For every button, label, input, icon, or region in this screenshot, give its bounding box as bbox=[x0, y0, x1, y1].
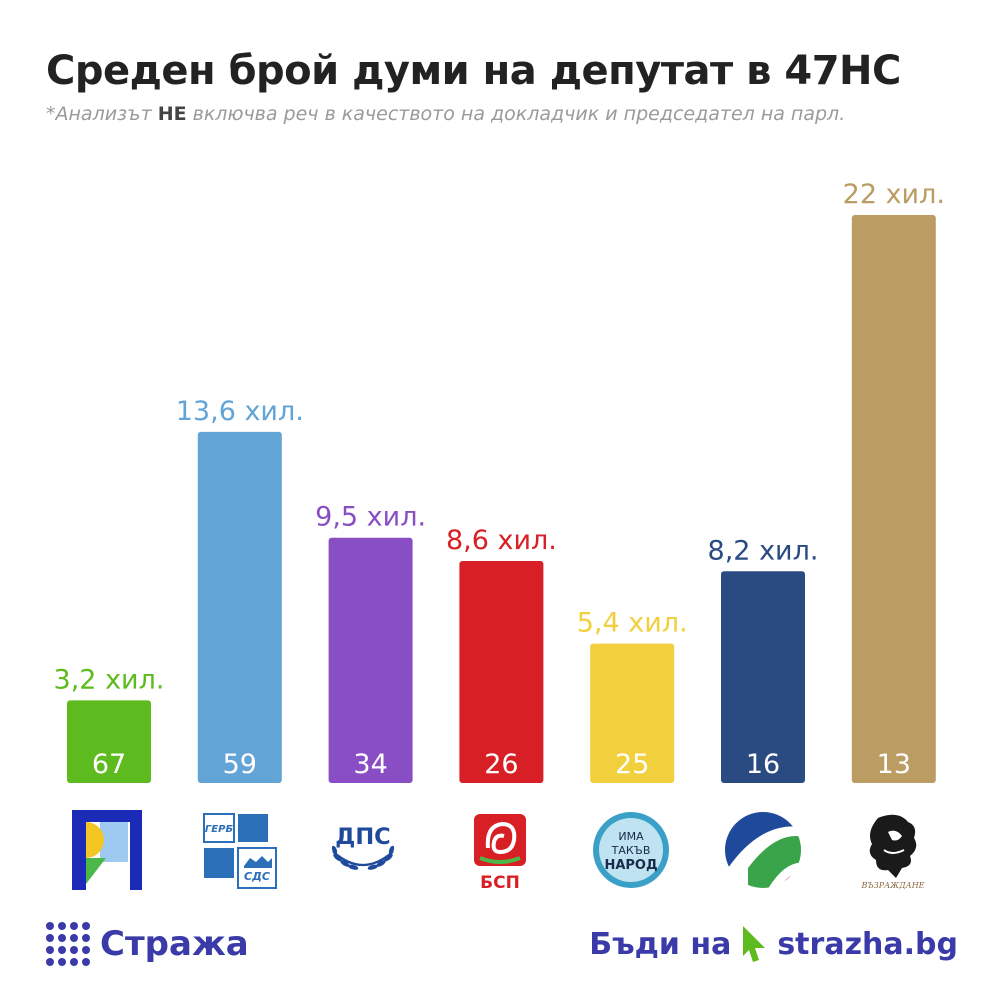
site-tld: .bg bbox=[903, 926, 958, 962]
sds-text: СДС bbox=[244, 870, 270, 883]
bsp-logo-icon: БСП bbox=[474, 814, 526, 892]
subtitle-prefix: *Анализът bbox=[46, 103, 158, 125]
brand-dots-icon bbox=[46, 922, 90, 966]
brand-name: Стража bbox=[100, 924, 249, 964]
dps-logo-icon: ДПС bbox=[331, 824, 395, 870]
bar-2 bbox=[328, 537, 413, 783]
vazrazhdane-logo-icon: ВЪЗРАЖДАНЕ bbox=[860, 814, 925, 890]
bar-value-label-3: 8,6 хил. bbox=[446, 525, 557, 556]
cursor-arrow-icon bbox=[743, 926, 766, 962]
bar-inner-label-3: 26 bbox=[484, 749, 518, 780]
site-name: strazha.bg bbox=[777, 927, 958, 962]
bar-value-label-2: 9,5 хил. bbox=[315, 502, 426, 533]
bar-0 bbox=[67, 700, 151, 783]
bar-6 bbox=[851, 215, 936, 783]
bar-value-label-0: 3,2 хил. bbox=[54, 664, 165, 695]
bar-1 bbox=[197, 431, 282, 783]
subtitle-suffix: включва реч в качеството на докладчик и … bbox=[186, 103, 846, 125]
bar-5 bbox=[721, 571, 805, 783]
bar-value-label-5: 8,2 хил. bbox=[708, 535, 819, 566]
bar-inner-label-2: 34 bbox=[353, 749, 387, 780]
itn-line1: ИМА bbox=[618, 830, 644, 843]
chart-title: Среден брой думи на депутат в 47НС bbox=[46, 48, 901, 94]
bar-4 bbox=[590, 643, 675, 783]
chart-subtitle: *Анализът НЕ включва реч в качеството на… bbox=[46, 103, 845, 125]
dps-text: ДПС bbox=[335, 824, 390, 850]
bar-value-label-4: 5,4 хил. bbox=[577, 608, 688, 639]
vazrazhdane-text: ВЪЗРАЖДАНЕ bbox=[860, 881, 924, 890]
db-logo-icon bbox=[725, 812, 801, 888]
bar-inner-label-6: 13 bbox=[877, 749, 911, 780]
itn-logo-icon: ИМА ТАКЪВ НАРОД bbox=[593, 812, 669, 888]
party-logos: ГЕРБ СДС ДПС БСП ИМА ТАКЪВ НАРОД bbox=[0, 800, 1000, 900]
cta-text: Бъди на bbox=[589, 926, 732, 962]
bar-inner-label-5: 16 bbox=[746, 749, 780, 780]
gerb-sds-logo-icon: ГЕРБ СДС bbox=[203, 813, 277, 889]
bar-value-label-6: 22 хил. bbox=[843, 179, 945, 210]
bar-3 bbox=[459, 560, 544, 783]
subtitle-emphasis: НЕ bbox=[157, 103, 187, 125]
bsp-text: БСП bbox=[480, 873, 520, 892]
bar-inner-label-4: 25 bbox=[615, 749, 649, 780]
site-link[interactable]: Бъди на strazha.bg bbox=[589, 924, 958, 964]
itn-line2: ТАКЪВ bbox=[611, 844, 651, 857]
bar-inner-label-0: 67 bbox=[92, 749, 126, 780]
bar-value-label-1: 13,6 хил. bbox=[176, 396, 304, 427]
gerb-text: ГЕРБ bbox=[205, 824, 234, 835]
bar-chart: 3,2 хил. 67 13,6 хил. 59 9,5 хил. 34 8,6 хил. 2… bbox=[54, 179, 945, 783]
pp-logo-icon bbox=[72, 810, 142, 890]
bar-inner-label-1: 59 bbox=[223, 749, 257, 780]
site-domain: strazha bbox=[777, 926, 904, 962]
brand-logo[interactable]: Стража bbox=[46, 922, 249, 966]
itn-line3: НАРОД bbox=[604, 858, 657, 873]
